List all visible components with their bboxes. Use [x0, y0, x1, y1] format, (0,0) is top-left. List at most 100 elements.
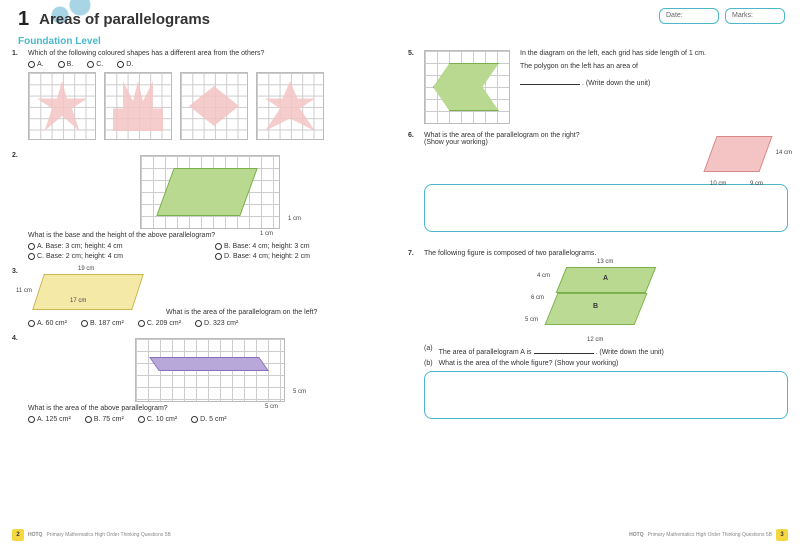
page-num-left: 2	[12, 529, 24, 541]
q3-opt-d[interactable]: D. 323 cm²	[195, 320, 238, 327]
q3-opt-a[interactable]: A. 60 cm²	[28, 320, 67, 327]
q1-fig-b	[104, 72, 172, 140]
date-box[interactable]: Date:	[659, 8, 719, 24]
question-2: 2. 1 cm 1 cm What is the base and the he…	[12, 152, 392, 260]
q3-options: A. 60 cm² B. 187 cm² C. 209 cm² D. 323 c…	[28, 320, 392, 327]
q7-label-b: B	[593, 303, 598, 310]
q4-unit-v: 5 cm	[293, 389, 306, 395]
marks-box[interactable]: Marks:	[725, 8, 785, 24]
radio-icon	[191, 416, 198, 423]
q1-opt-b[interactable]: B.	[58, 61, 74, 68]
q7-dim-l1: 4 cm	[537, 273, 550, 279]
page-left: 1. Which of the following coloured shape…	[12, 50, 392, 431]
q1-fig-d	[256, 72, 324, 140]
q2-unit-v: 1 cm	[288, 216, 301, 222]
q6-figure: 14 cm 10 cm 9 cm	[698, 132, 788, 180]
q2-figure: 1 cm 1 cm	[140, 155, 280, 229]
q1-fig-c	[180, 72, 248, 140]
radio-icon	[85, 416, 92, 423]
q6-num: 6.	[408, 132, 424, 232]
radio-icon	[195, 320, 202, 327]
footer-text-r: Primary Mathematics High Order Thinking …	[648, 532, 772, 538]
page-right: 5. In the diagram on the left, each grid…	[408, 50, 788, 427]
radio-icon	[138, 416, 145, 423]
level-heading: Foundation Level	[18, 36, 101, 47]
q3-dim-top: 19 cm	[78, 266, 94, 272]
q4-opt-b[interactable]: B. 75 cm²	[85, 416, 124, 423]
question-7: 7. The following figure is composed of t…	[408, 250, 788, 419]
q6-parallelogram	[703, 136, 772, 172]
q1-opt-c[interactable]: C.	[87, 61, 103, 68]
q4-text: What is the area of the above parallelog…	[28, 405, 392, 412]
q4-opt-c[interactable]: C. 10 cm²	[138, 416, 177, 423]
q7a-text: The area of parallelogram A is	[439, 349, 532, 356]
footer-right: HOTQ Primary Mathematics High Order Thin…	[629, 529, 788, 541]
q2-opt-a[interactable]: A. Base: 3 cm; height: 4 cm	[28, 243, 205, 250]
q2-opt-c[interactable]: C. Base: 2 cm; height: 4 cm	[28, 253, 205, 260]
q3-dim-left: 11 cm	[16, 288, 32, 294]
radio-icon	[117, 61, 124, 68]
q4-unit-h: 5 cm	[265, 404, 278, 410]
q7a-label: (a)	[424, 345, 433, 356]
q4-parallelogram	[149, 357, 269, 371]
q7a-suffix: . (Write down the unit)	[595, 349, 663, 356]
q7b-label: (b)	[424, 360, 433, 367]
radio-icon	[28, 253, 35, 260]
footer-brand-r: HOTQ	[629, 532, 643, 538]
q4-options: A. 125 cm² B. 75 cm² C. 10 cm² D. 5 cm²	[28, 416, 392, 423]
radio-icon	[81, 320, 88, 327]
q3-opt-b[interactable]: B. 187 cm²	[81, 320, 124, 327]
q7-label-a: A	[603, 275, 608, 282]
question-6: 6. 14 cm 10 cm 9 cm What is the area of …	[408, 132, 788, 232]
q5-blank[interactable]	[520, 76, 580, 85]
question-1: 1. Which of the following coloured shape…	[12, 50, 392, 144]
q7-dim-top: 13 cm	[597, 259, 613, 265]
q3-parallelogram	[32, 274, 144, 310]
q2-num: 2.	[12, 152, 28, 260]
chapter-title: Areas of parallelograms	[39, 11, 210, 28]
question-5: 5. In the diagram on the left, each grid…	[408, 50, 788, 124]
q2-opt-d[interactable]: D. Base: 4 cm; height: 2 cm	[215, 253, 392, 260]
radio-icon	[28, 320, 35, 327]
q7-dim-bot: 12 cm	[587, 337, 603, 343]
footer-text-l: Primary Mathematics High Order Thinking …	[46, 532, 170, 538]
page-num-right: 3	[776, 529, 788, 541]
q2-opt-b[interactable]: B. Base: 4 cm; height: 3 cm	[215, 243, 392, 250]
q5-polygon	[433, 63, 499, 111]
q7-part-b: (b) What is the area of the whole figure…	[424, 360, 788, 367]
q3-dim-inner: 17 cm	[70, 298, 86, 304]
q6-workbox[interactable]	[424, 184, 788, 232]
q6-dim-r: 14 cm	[776, 150, 792, 156]
question-3: 3. 19 cm 11 cm 17 cm What is the area of…	[12, 268, 392, 327]
radio-icon	[28, 243, 35, 250]
radio-icon	[215, 253, 222, 260]
q7-dim-l2: 6 cm	[531, 295, 544, 301]
q1-num: 1.	[12, 50, 28, 144]
q1-opt-d[interactable]: D.	[117, 61, 133, 68]
footer-brand-l: HOTQ	[28, 532, 42, 538]
radio-icon	[58, 61, 65, 68]
q2-options: A. Base: 3 cm; height: 4 cm B. Base: 4 c…	[28, 243, 392, 260]
q4-figure: 5 cm 5 cm	[135, 338, 285, 402]
radio-icon	[28, 416, 35, 423]
q7-workbox[interactable]	[424, 371, 788, 419]
radio-icon	[87, 61, 94, 68]
q4-opt-a[interactable]: A. 125 cm²	[28, 416, 71, 423]
q1-figures	[28, 72, 392, 140]
q2-unit-h: 1 cm	[260, 231, 273, 237]
q3-num: 3.	[12, 268, 28, 327]
q5-num: 5.	[408, 50, 424, 124]
q1-text: Which of the following coloured shapes h…	[28, 50, 392, 57]
q4-opt-d[interactable]: D. 5 cm²	[191, 416, 226, 423]
q7-text: The following figure is composed of two …	[424, 250, 788, 257]
radio-icon	[28, 61, 35, 68]
q7a-blank[interactable]	[534, 345, 594, 354]
q4-num: 4.	[12, 335, 28, 423]
q1-fig-a	[28, 72, 96, 140]
q2-parallelogram	[156, 168, 257, 216]
q1-opt-a[interactable]: A.	[28, 61, 44, 68]
q3-figure: 19 cm 11 cm 17 cm	[28, 270, 158, 318]
q7-part-a: (a) The area of parallelogram A is . (Wr…	[424, 345, 788, 356]
q3-opt-c[interactable]: C. 209 cm²	[138, 320, 181, 327]
header-boxes: Date: Marks:	[659, 8, 785, 24]
